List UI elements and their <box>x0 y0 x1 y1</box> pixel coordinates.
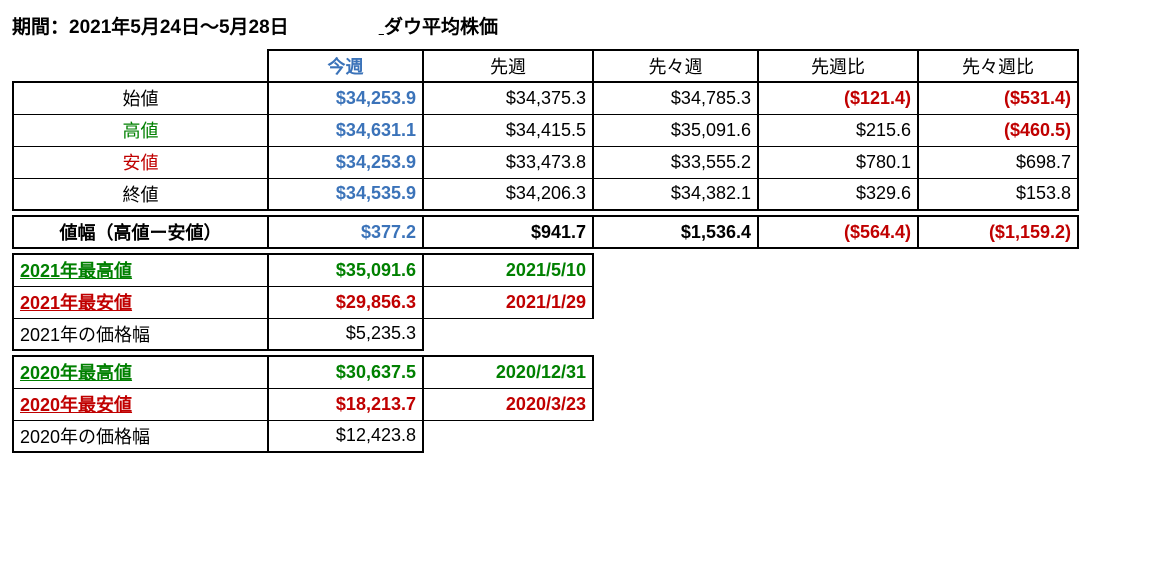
y2021-range-value: $5,235.3 <box>268 318 423 350</box>
high-d1: $215.6 <box>758 114 918 146</box>
y2021-high-label: 2021年最高値 <box>13 254 268 286</box>
range-two: $1,536.4 <box>593 216 758 248</box>
high-last: $34,415.5 <box>423 114 593 146</box>
open-two: $34,785.3 <box>593 82 758 114</box>
range-d1: ($564.4) <box>758 216 918 248</box>
table-header-row: 今週 先週 先々週 先週比 先々週比 <box>13 50 1078 82</box>
close-two: $34,382.1 <box>593 178 758 210</box>
y2021-low-date: 2021/1/29 <box>423 286 593 318</box>
col-this-week: 今週 <box>268 50 423 82</box>
close-d2: $153.8 <box>918 178 1078 210</box>
range-last: $941.7 <box>423 216 593 248</box>
y2020-range-label: 2020年の価格幅 <box>13 420 268 452</box>
row-2020-high: 2020年最高値 $30,637.5 2020/12/31 <box>13 356 1078 388</box>
label-range: 値幅（高値ー安値） <box>13 216 268 248</box>
y2020-high-date: 2020/12/31 <box>423 356 593 388</box>
open-d1: ($121.4) <box>758 82 918 114</box>
row-range: 値幅（高値ー安値） $377.2 $941.7 $1,536.4 ($564.4… <box>13 216 1078 248</box>
label-close: 終値 <box>13 178 268 210</box>
col-last-week: 先週 <box>423 50 593 82</box>
open-last: $34,375.3 <box>423 82 593 114</box>
y2020-low-date: 2020/3/23 <box>423 388 593 420</box>
low-d2: $698.7 <box>918 146 1078 178</box>
page-header: 期間：2021年5月24日～5月28日 ダウ平均株価 <box>12 12 1141 39</box>
row-open: 始値 $34,253.9 $34,375.3 $34,785.3 ($121.4… <box>13 82 1078 114</box>
low-last: $33,473.8 <box>423 146 593 178</box>
y2021-range-label: 2021年の価格幅 <box>13 318 268 350</box>
row-2020-range: 2020年の価格幅 $12,423.8 <box>13 420 1078 452</box>
range-d2: ($1,159.2) <box>918 216 1078 248</box>
label-open: 始値 <box>13 82 268 114</box>
row-low: 安値 $34,253.9 $33,473.8 $33,555.2 $780.1 … <box>13 146 1078 178</box>
high-d2: ($460.5) <box>918 114 1078 146</box>
row-2021-low: 2021年最安値 $29,856.3 2021/1/29 <box>13 286 1078 318</box>
high-two: $35,091.6 <box>593 114 758 146</box>
row-2021-range: 2021年の価格幅 $5,235.3 <box>13 318 1078 350</box>
row-2020-low: 2020年最安値 $18,213.7 2020/3/23 <box>13 388 1078 420</box>
y2020-high-value: $30,637.5 <box>268 356 423 388</box>
row-close: 終値 $34,535.9 $34,206.3 $34,382.1 $329.6 … <box>13 178 1078 210</box>
label-high: 高値 <box>13 114 268 146</box>
y2020-high-label: 2020年最高値 <box>13 356 268 388</box>
period-text: 期間：2021年5月24日～5月28日 <box>12 12 289 39</box>
open-this: $34,253.9 <box>268 82 423 114</box>
low-d1: $780.1 <box>758 146 918 178</box>
title-text: ダウ平均株価 <box>384 12 498 39</box>
low-this: $34,253.9 <box>268 146 423 178</box>
main-table: 今週 先週 先々週 先週比 先々週比 始値 $34,253.9 $34,375.… <box>12 49 1079 453</box>
y2021-low-value: $29,856.3 <box>268 286 423 318</box>
close-this: $34,535.9 <box>268 178 423 210</box>
close-last: $34,206.3 <box>423 178 593 210</box>
open-d2: ($531.4) <box>918 82 1078 114</box>
y2020-range-value: $12,423.8 <box>268 420 423 452</box>
high-this: $34,631.1 <box>268 114 423 146</box>
row-2021-high: 2021年最高値 $35,091.6 2021/5/10 <box>13 254 1078 286</box>
col-two-weeks-ago: 先々週 <box>593 50 758 82</box>
range-this: $377.2 <box>268 216 423 248</box>
y2021-high-date: 2021/5/10 <box>423 254 593 286</box>
close-d1: $329.6 <box>758 178 918 210</box>
row-high: 高値 $34,631.1 $34,415.5 $35,091.6 $215.6 … <box>13 114 1078 146</box>
col-vs-last: 先週比 <box>758 50 918 82</box>
y2021-low-label: 2021年最安値 <box>13 286 268 318</box>
col-vs-two: 先々週比 <box>918 50 1078 82</box>
y2021-high-value: $35,091.6 <box>268 254 423 286</box>
y2020-low-label: 2020年最安値 <box>13 388 268 420</box>
label-low: 安値 <box>13 146 268 178</box>
y2020-low-value: $18,213.7 <box>268 388 423 420</box>
low-two: $33,555.2 <box>593 146 758 178</box>
